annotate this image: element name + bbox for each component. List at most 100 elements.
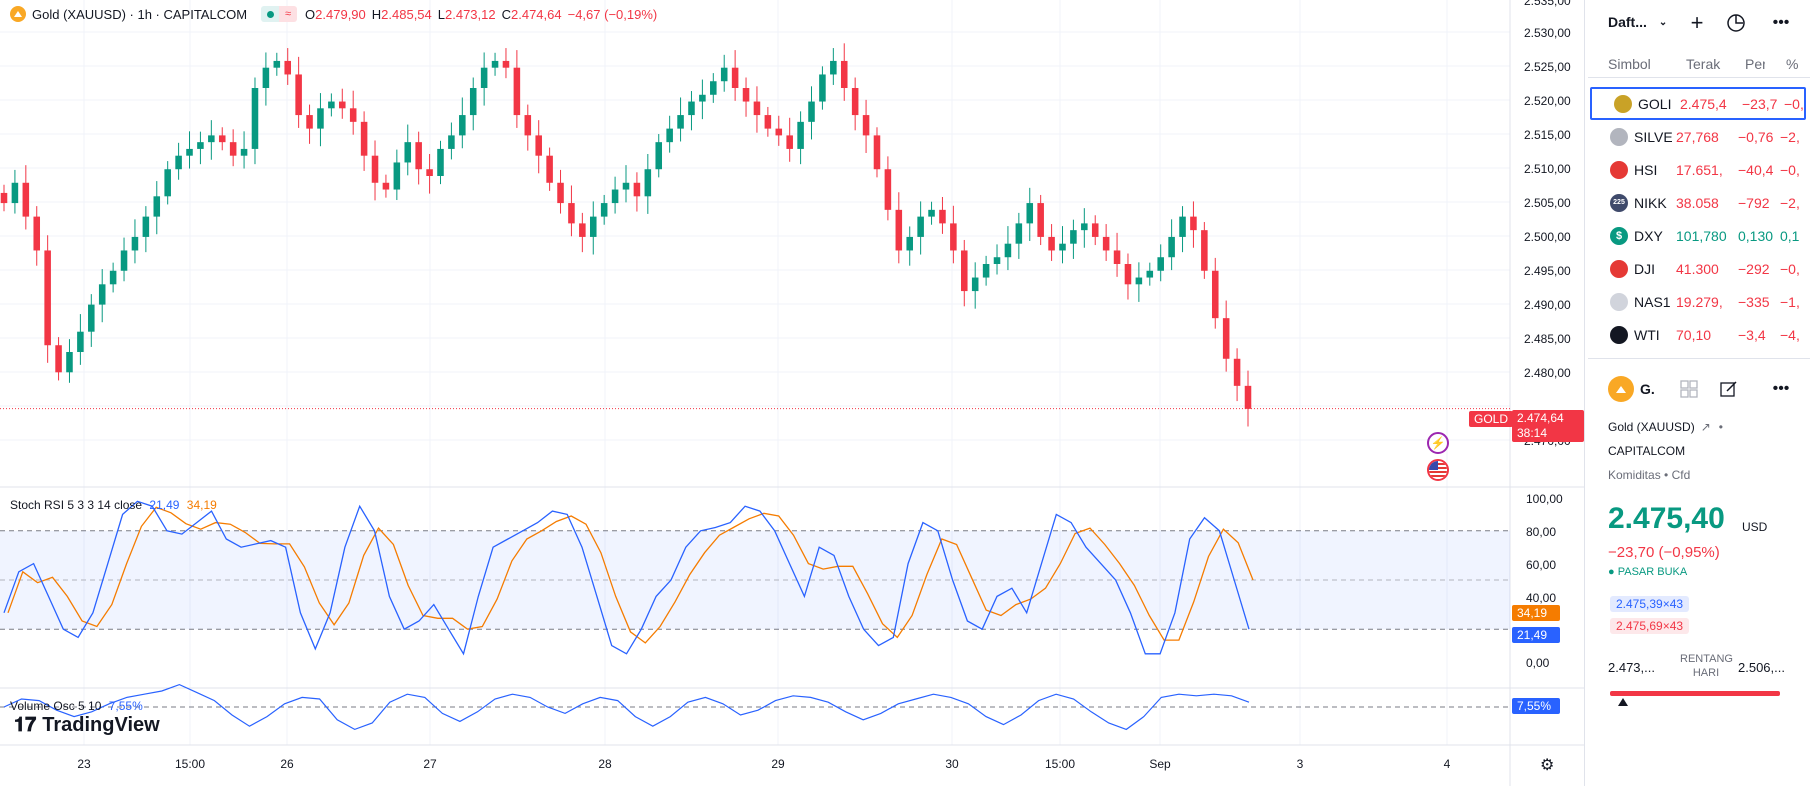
candle-body	[197, 142, 204, 149]
watchlist-row-nikk[interactable]: 225 NIKK 38.058 −792 −2,	[1588, 186, 1810, 219]
tradingview-logo[interactable]: 𝟏𝟕 TradingView	[14, 714, 160, 736]
candle-body	[131, 236, 139, 251]
candle-body	[928, 209, 935, 217]
candle-body	[862, 115, 870, 136]
candle-body	[480, 67, 488, 88]
details-more-button[interactable]: •••	[1768, 376, 1794, 402]
watchlist-row-goli[interactable]: GOLI 2.475,4 −23,7 −0,	[1590, 87, 1806, 120]
candle-body	[851, 88, 859, 116]
range-marker-icon	[1618, 698, 1628, 706]
candle-body	[66, 352, 73, 373]
stoch-axis-label: 60,00	[1526, 558, 1557, 572]
status-badge[interactable]: ≈	[261, 6, 298, 22]
candle-body	[1168, 236, 1175, 258]
add-symbol-button[interactable]: +	[1684, 10, 1710, 36]
layout-button[interactable]	[1676, 376, 1702, 402]
settings-gear-icon[interactable]: ⚙	[1540, 757, 1555, 774]
event-lightning-icon[interactable]: ⚡	[1427, 432, 1449, 454]
candle-body	[88, 304, 95, 332]
watchlist-last: 2.475,4	[1680, 95, 1727, 112]
candle-body	[371, 155, 379, 183]
watchlist-row-dji[interactable]: DJI 41.300 −292 −0,	[1588, 252, 1810, 285]
watchlist-chg: −40,4	[1738, 161, 1774, 178]
time-axis-label: 3	[1296, 757, 1304, 771]
main-legend: Gold (XAUUSD) · 1h · CAPITALCOM ≈ O2.479…	[10, 6, 657, 22]
candle-body	[917, 216, 924, 237]
watchlist-sym: DXY	[1634, 227, 1663, 244]
candle-body	[764, 115, 772, 129]
candle-body	[808, 101, 815, 122]
hsi-icon	[1610, 160, 1628, 179]
volosc-value: 7,55%	[108, 699, 143, 713]
candle-body	[775, 128, 783, 136]
candle-body	[1222, 318, 1230, 359]
watchlist-row-hsi[interactable]: HSI 17.651, −40,4 −0,	[1588, 153, 1810, 186]
price-axis-label: 2.535,00	[1524, 0, 1571, 8]
price-axis-label: 2.505,00	[1524, 196, 1571, 210]
watchlist-sym: WTI	[1634, 326, 1660, 343]
volosc-legend[interactable]: Volume Osc 5 10 7,55%	[10, 699, 143, 713]
watchlist-row-silve[interactable]: SILVE 27,768 −0,76 −2,	[1588, 120, 1810, 153]
candle-body	[644, 169, 652, 197]
candle-body	[622, 182, 630, 190]
candle-body	[971, 277, 979, 292]
candle-body	[229, 142, 237, 156]
chart-area[interactable]: Gold (XAUUSD) · 1h · CAPITALCOM ≈ O2.479…	[0, 0, 1585, 786]
advanced-view-button[interactable]	[1723, 10, 1749, 36]
time-axis-label: 27	[423, 757, 437, 771]
watchlist-chg: −0,76	[1738, 128, 1774, 145]
watchlist-pct: −0,	[1780, 161, 1800, 178]
candle-body	[1113, 250, 1121, 264]
candle-body	[262, 67, 270, 88]
candle-body	[1146, 270, 1154, 278]
candle-body	[33, 216, 41, 251]
candle-body	[1004, 243, 1012, 258]
candle-body	[819, 74, 826, 102]
price-axis-label: 2.480,00	[1524, 366, 1571, 380]
details-short-name[interactable]: G.	[1640, 381, 1655, 397]
candle-body	[360, 121, 368, 156]
watchlist-pct: −4,	[1780, 326, 1800, 343]
last-price-symbol-tag: GOLD	[1469, 411, 1514, 427]
time-axis-label: Sep	[1149, 757, 1171, 771]
watchlist-row-wti[interactable]: WTI 70,10 −3,4 −4,	[1588, 318, 1810, 351]
chart-canvas[interactable]	[0, 0, 1585, 786]
tradingview-icon: 𝟏𝟕	[14, 714, 37, 736]
candle-body	[611, 189, 619, 204]
watchlist-last: 17.651,	[1676, 161, 1723, 178]
watchlist-row-nas1[interactable]: NAS1 19.279, −335 −1,	[1588, 285, 1810, 318]
stoch-k-tag: 21,49	[1512, 627, 1560, 643]
watchlist-last: 19.279,	[1676, 293, 1723, 310]
price-axis-label: 2.485,00	[1524, 332, 1571, 346]
candle-body	[55, 345, 62, 373]
candle-body	[1026, 203, 1034, 224]
candle-body	[11, 182, 19, 204]
candle-body	[546, 155, 553, 183]
watchlist-chg: −292	[1738, 260, 1770, 277]
candle-body	[1201, 230, 1208, 271]
watchlist-selector[interactable]: Daft... ⌄	[1608, 14, 1668, 30]
edit-button[interactable]	[1716, 376, 1742, 402]
candle-body	[895, 209, 903, 251]
candle-body	[109, 270, 117, 285]
candle-body	[218, 135, 226, 143]
candle-body	[426, 169, 433, 176]
candle-body	[1233, 358, 1241, 386]
symbol-title[interactable]: Gold (XAUUSD) · 1h · CAPITALCOM	[32, 6, 248, 22]
stoch-legend[interactable]: Stoch RSI 5 3 3 14 close 21,49 34,19	[10, 498, 217, 512]
details-full-name[interactable]: Gold (XAUUSD) ↗ •	[1608, 420, 1723, 434]
right-panel: Daft... ⌄ + ••• Simbol Terak Per % GOLI 2…	[1588, 0, 1810, 786]
candle-body	[557, 182, 564, 204]
candle-body	[1244, 385, 1252, 409]
candle-body	[1211, 270, 1219, 319]
details-category: Komiditas • Cfd	[1608, 468, 1691, 482]
candle-body	[22, 182, 30, 217]
us-flag-event-icon[interactable]	[1427, 459, 1449, 481]
candle-body	[437, 148, 444, 176]
gold-icon	[1614, 94, 1632, 113]
watchlist-row-dxy[interactable]: $ DXY 101,780 0,130 0,1	[1588, 219, 1810, 252]
more-options-button[interactable]: •••	[1768, 10, 1794, 36]
candle-body	[797, 121, 804, 149]
ohlc-close: C2.474,64	[501, 6, 562, 22]
watchlist-sym: DJI	[1634, 260, 1655, 277]
